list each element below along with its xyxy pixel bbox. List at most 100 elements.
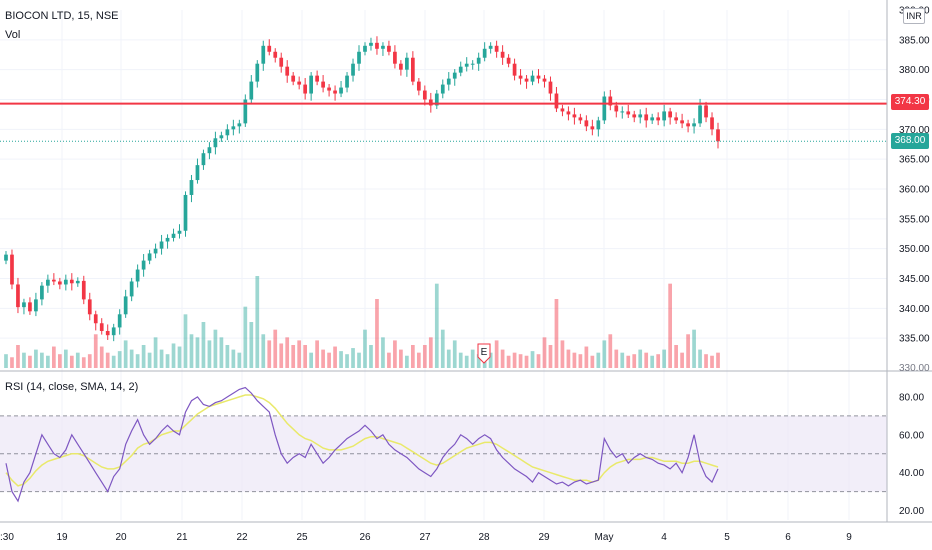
volume-bar	[399, 349, 403, 368]
candle-body	[237, 123, 242, 127]
candle-body	[524, 78, 529, 82]
candle-body	[93, 314, 98, 324]
volume-bar	[626, 355, 631, 368]
price-tick-label: 365.00	[899, 155, 930, 166]
candle-body	[4, 254, 8, 261]
currency-badge[interactable]: INR	[903, 8, 925, 24]
time-tick-label: May	[595, 532, 614, 543]
candle-body	[291, 75, 296, 82]
volume-bar	[117, 351, 122, 368]
volume-bar	[135, 354, 140, 368]
volume-bar	[111, 355, 116, 368]
candle-body	[177, 230, 182, 234]
volume-bar	[566, 349, 571, 368]
volume-bar	[704, 354, 708, 368]
candle-body	[303, 84, 308, 94]
candle-body	[710, 117, 714, 130]
volume-bar	[10, 357, 14, 368]
candle-body	[87, 299, 92, 315]
volume-bar	[345, 354, 349, 368]
volume-bar	[225, 345, 230, 368]
candle-body	[123, 296, 128, 315]
price-tick-label: 385.00	[899, 35, 930, 46]
volume-bar	[440, 329, 445, 368]
volume-bar	[500, 349, 505, 368]
volume-bar	[638, 349, 643, 368]
volume-bar	[590, 355, 595, 368]
volume-bar	[183, 314, 188, 368]
volume-bar	[195, 337, 200, 368]
volume-bar	[231, 349, 236, 368]
candle-body	[416, 81, 421, 91]
candle-body	[656, 117, 661, 121]
volume-label[interactable]: Vol	[5, 29, 21, 41]
volume-bar	[416, 352, 421, 368]
price-tick-label: 330.00	[899, 363, 930, 374]
candle-body	[22, 302, 26, 308]
volume-bar	[351, 348, 355, 368]
volume-bar	[620, 352, 625, 368]
time-tick-label: 27	[419, 532, 431, 543]
candle-body	[315, 75, 319, 82]
time-tick-label: 28	[478, 532, 490, 543]
volume-bar	[291, 345, 296, 368]
candles[interactable]	[4, 36, 720, 342]
volume-bar	[171, 343, 176, 368]
candle-body	[225, 129, 230, 136]
candle-body	[704, 105, 708, 118]
candle-body	[614, 105, 619, 112]
volume-bar	[446, 349, 451, 368]
candle-body	[566, 111, 571, 115]
volume-bar	[16, 345, 20, 368]
candle-body	[249, 81, 254, 100]
candle-body	[470, 63, 475, 65]
price-tick-label: 350.00	[899, 244, 930, 255]
candle-body	[698, 105, 702, 124]
volume-bar	[147, 352, 152, 368]
candle-body	[339, 87, 343, 94]
candle-body	[686, 123, 690, 127]
time-tick-label: 5	[724, 532, 730, 543]
volume-bar	[458, 352, 463, 368]
candle-body	[201, 153, 206, 166]
candle-body	[309, 75, 313, 94]
volume-bar	[28, 355, 32, 368]
candle-body	[213, 138, 218, 148]
level-price-tag: 374.30	[891, 94, 929, 110]
candle-body	[195, 165, 200, 181]
volume-bar	[668, 283, 672, 368]
candle-body	[638, 114, 643, 118]
rsi-level-lines	[0, 415, 887, 493]
candle-body	[668, 111, 672, 118]
rsi-sma-line	[5, 394, 719, 487]
rsi-title[interactable]: RSI (14, close, SMA, 14, 2)	[5, 381, 139, 393]
volume-bar	[602, 340, 607, 368]
candle-body	[488, 45, 493, 49]
candle-body	[518, 75, 523, 79]
symbol-title[interactable]: BIOCON LTD, 15, NSE	[5, 10, 119, 22]
volume-bar	[63, 349, 68, 368]
volume-bar	[393, 340, 397, 368]
candle-body	[476, 57, 481, 64]
candle-body	[452, 72, 457, 79]
candle-body	[620, 111, 625, 113]
volume-bar	[249, 322, 254, 368]
candle-body	[171, 233, 176, 238]
earnings-event-marker[interactable]: E	[477, 343, 491, 364]
candle-body	[608, 96, 613, 106]
candle-body	[399, 63, 403, 70]
candle-body	[57, 281, 62, 285]
volume-bar	[339, 351, 343, 368]
volume-bar	[279, 343, 284, 368]
candle-body	[99, 323, 104, 332]
candle-body	[135, 269, 140, 282]
volume-bar	[644, 352, 649, 368]
volume-bar	[273, 329, 278, 368]
candle-body	[692, 123, 696, 127]
price-axis-ticks: 335.00 340.00 345.00 350.00 355.00 360.00 365.…	[899, 6, 930, 375]
volume-bar	[422, 345, 427, 368]
volume-bar	[315, 340, 319, 368]
price-tick-label: 355.00	[899, 214, 930, 225]
candle-body	[536, 75, 541, 79]
candle-body	[369, 42, 373, 46]
